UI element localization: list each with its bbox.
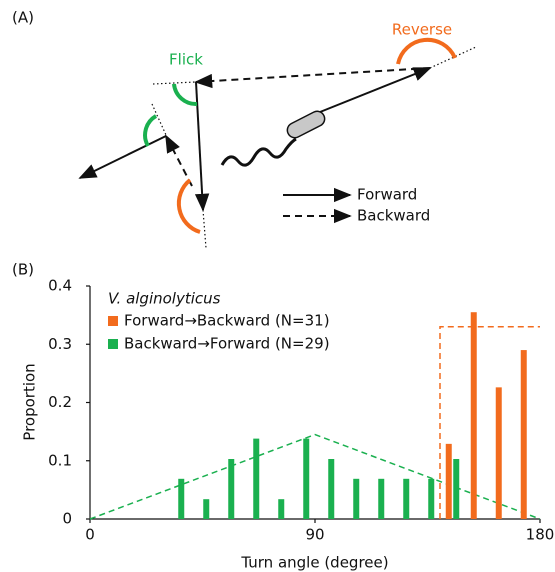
x-axis-label: Turn angle (degree): [240, 554, 388, 572]
legend-label: Backward: [357, 207, 430, 225]
x-tick-label: 0: [85, 526, 95, 544]
bar: [328, 459, 335, 519]
trajectory: [78, 67, 432, 212]
bar: [203, 499, 210, 519]
legend-label: Forward→Backward (N=31): [124, 312, 330, 330]
y-tick-label: 0.1: [48, 451, 72, 469]
y-tick-label: 0: [62, 510, 72, 528]
legend-label: Backward→Forward (N=29): [124, 335, 330, 353]
x-tick-label: 90: [305, 526, 324, 544]
bar: [303, 438, 310, 519]
y-axis-label: Proportion: [21, 363, 39, 440]
x-tick-label: 180: [526, 526, 555, 544]
flick-arc: [143, 114, 158, 147]
reverse-arc: [396, 37, 457, 65]
bar: [278, 499, 285, 519]
bar: [428, 478, 435, 519]
bar: [495, 387, 502, 519]
guide-line: [439, 326, 540, 519]
bar: [445, 443, 452, 519]
legend-marker: [108, 316, 118, 326]
annotation: Reverse: [392, 21, 452, 39]
guide-line: [89, 433, 541, 520]
annotation: Flick: [169, 51, 203, 69]
panel-label: (B): [12, 261, 34, 279]
legend-label: Forward: [357, 186, 417, 204]
bar: [470, 312, 477, 519]
bar: [453, 459, 460, 519]
legend-title: V. alginolyticus: [108, 290, 221, 308]
y-tick-label: 0.2: [48, 393, 72, 411]
bar: [228, 459, 235, 519]
panel-b: (B) Proportion Turn angle (degree) V. al…: [12, 261, 554, 572]
panel-label: (A): [12, 9, 34, 27]
bar: [520, 350, 527, 519]
bar: [378, 478, 385, 519]
bar: [178, 478, 185, 519]
bar: [353, 478, 360, 519]
cell-body: [286, 110, 326, 139]
bar: [403, 478, 410, 519]
legend-marker: [108, 339, 118, 349]
flagellum: [220, 137, 297, 167]
reverse-arc: [176, 178, 201, 234]
panel-a: (A) Flick Reverse Forward Backward: [12, 9, 477, 249]
y-tick-label: 0.4: [48, 277, 72, 295]
y-tick-label: 0.3: [48, 335, 72, 353]
flick-arc: [172, 83, 198, 107]
bar: [253, 438, 260, 519]
